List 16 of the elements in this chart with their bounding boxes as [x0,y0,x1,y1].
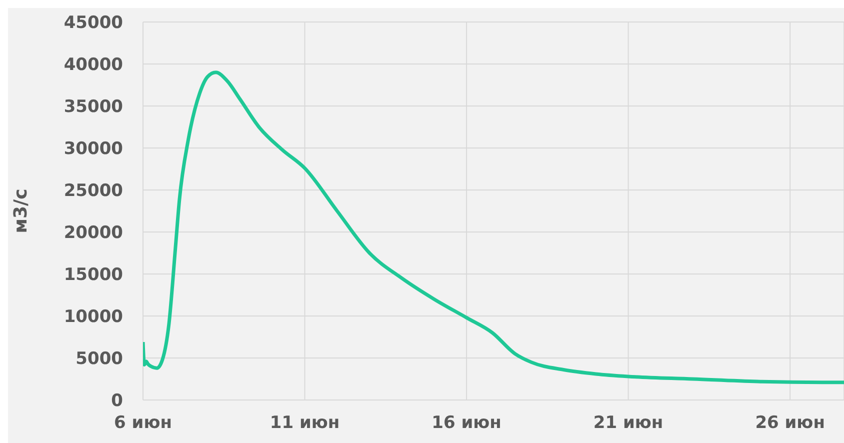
y-axis-title: м3/с [10,188,32,234]
y-tick-label: 35000 [64,97,124,118]
x-tick-label: 11 июн [270,413,340,434]
y-tick-label: 25000 [64,181,124,202]
y-tick-label: 15000 [64,265,124,286]
y-tick-label: 45000 [64,13,124,34]
y-tick-label: 10000 [64,307,124,328]
y-tick-label: 30000 [64,139,124,160]
y-tick-label: 20000 [64,223,124,244]
x-tick-label: 16 июн [432,413,502,434]
y-tick-label: 40000 [64,55,124,76]
x-tick-label: 21 июн [593,413,664,434]
x-tick-label: 26 июн [755,413,825,434]
y-tick-label: 5000 [76,349,124,370]
y-tick-label: 0 [111,391,124,412]
x-tick-label: 6 июн [114,413,172,434]
